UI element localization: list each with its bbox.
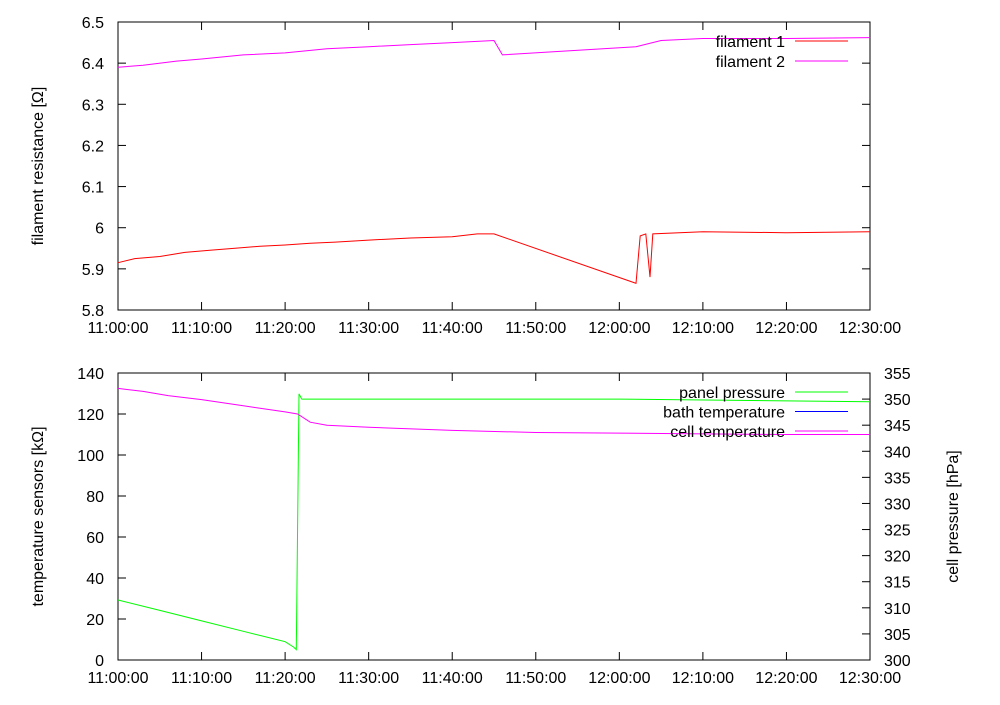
y-tick-label: 6.3 (82, 97, 104, 114)
series-line-panel-pressure (117, 393, 871, 651)
x-tick-label: 11:10:00 (171, 670, 232, 687)
x-tick-label: 12:00:00 (588, 320, 650, 337)
series-line-filament-1 (117, 231, 871, 284)
plot-frame (117, 21, 871, 311)
y2-tick-label: 320 (884, 549, 911, 566)
legend-label: bath temperature (663, 405, 785, 422)
y-tick-label: 5.9 (82, 262, 104, 279)
legend-label: filament 1 (716, 34, 785, 51)
y-axis-label: temperature sensors [kΩ] (30, 426, 47, 606)
y-axis-label: filament resistance [Ω] (30, 87, 47, 246)
y2-tick-label: 340 (884, 444, 911, 461)
y2-tick-label: 300 (884, 653, 911, 670)
x-tick-label: 12:20:00 (755, 320, 817, 337)
x-tick-label: 12:30:00 (839, 670, 901, 687)
y2-tick-label: 305 (884, 627, 911, 644)
y-tick-label: 20 (86, 612, 104, 629)
x-tick-label: 11:40:00 (422, 670, 483, 687)
x-tick-label: 12:10:00 (672, 670, 734, 687)
y2-axis-label: cell pressure [hPa] (945, 450, 962, 583)
y-tick-label: 5.8 (82, 303, 104, 320)
x-tick-label: 12:20:00 (755, 670, 817, 687)
chart-1: 11:00:00 11:10:00 11:20:00 11:30:00 11:40:00… (30, 15, 901, 337)
x-tick-label: 11:50:00 (505, 670, 566, 687)
x-tick-label: 11:20:00 (255, 320, 316, 337)
y-tick-label: 100 (77, 448, 104, 465)
y-tick-label: 120 (77, 407, 104, 424)
x-tick-label: 11:00:00 (87, 320, 148, 337)
y2-tick-label: 355 (884, 366, 911, 383)
y-tick-label: 140 (77, 366, 104, 383)
y2-tick-label: 345 (884, 418, 911, 435)
y-tick-label: 6 (95, 221, 104, 238)
series-line-cell-temperature (117, 387, 870, 435)
x-tick-label: 11:00:00 (87, 670, 148, 687)
chart-2: 11:00:00 11:10:00 11:20:00 11:30:00 11:40:00… (30, 366, 962, 687)
x-tick-label: 11:10:00 (171, 320, 232, 337)
y-tick-label: 60 (86, 530, 104, 547)
x-tick-label: 11:50:00 (505, 320, 566, 337)
plot-frame (117, 372, 871, 661)
y-tick-label: 80 (86, 489, 104, 506)
x-tick-label: 11:30:00 (338, 320, 399, 337)
y2-tick-label: 325 (884, 523, 911, 540)
x-tick-label: 12:30:00 (839, 320, 901, 337)
x-tick-label: 11:20:00 (255, 670, 316, 687)
y-tick-label: 0 (95, 653, 104, 670)
x-tick-label: 12:10:00 (672, 320, 734, 337)
x-tick-label: 11:30:00 (338, 670, 399, 687)
y-tick-label: 6.5 (82, 15, 104, 32)
y-tick-label: 6.2 (82, 138, 104, 155)
x-tick-label: 12:00:00 (588, 670, 650, 687)
y-tick-label: 6.1 (82, 180, 104, 197)
y2-tick-label: 315 (884, 575, 911, 592)
legend-label: filament 2 (716, 54, 785, 71)
y-tick-label: 6.4 (82, 56, 104, 73)
y2-tick-label: 350 (884, 392, 911, 409)
series-line-filament-2 (117, 37, 871, 68)
x-tick-label: 11:40:00 (422, 320, 483, 337)
y2-tick-label: 335 (884, 470, 911, 487)
legend-label: cell temperature (670, 424, 785, 441)
legend-label: panel pressure (679, 385, 785, 402)
y2-tick-label: 310 (884, 601, 911, 618)
y-tick-label: 40 (86, 571, 104, 588)
y2-tick-label: 330 (884, 496, 911, 513)
